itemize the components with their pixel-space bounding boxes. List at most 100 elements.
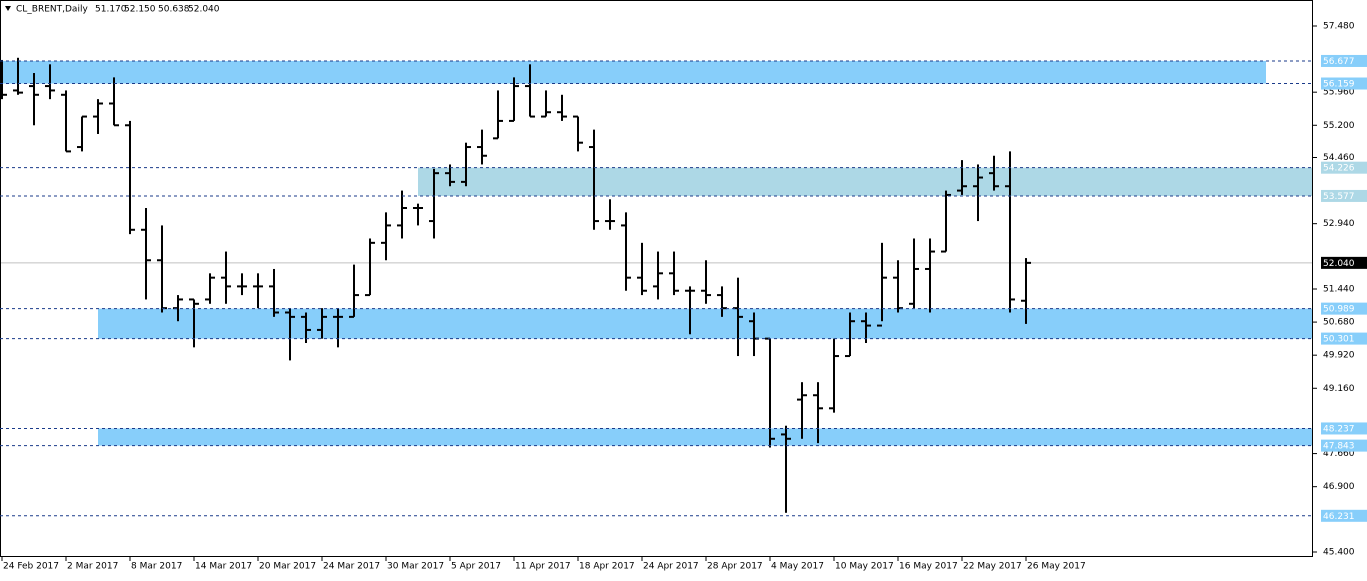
- y-tick-label: 55.960: [1323, 88, 1355, 98]
- level-label: 47.843: [1323, 442, 1355, 452]
- level-label: 56.677: [1323, 57, 1355, 67]
- x-tick-label: 20 Mar 2017: [259, 562, 316, 572]
- ohlc-bar: [77, 115, 87, 152]
- ohlc-bar: [1021, 258, 1031, 324]
- level-label-bg: [1321, 54, 1367, 67]
- ohlc-bar: [397, 190, 407, 239]
- ohlc-bar: [285, 308, 295, 361]
- plot-frame: [0, 0, 1313, 557]
- x-tick-label: 18 Apr 2017: [579, 562, 635, 572]
- ohlc-bar: [605, 199, 615, 230]
- ohlc-bar: [781, 425, 791, 513]
- header-high: 52.150: [124, 5, 156, 15]
- ohlc-bar: [1005, 151, 1015, 313]
- x-tick-label: 2 Mar 2017: [67, 562, 118, 572]
- ohlc-bar: [701, 260, 711, 304]
- ohlc-bar: [205, 273, 215, 304]
- ohlc-bar: [797, 382, 807, 439]
- level-label: 53.577: [1323, 192, 1355, 202]
- ohlc-bar: [461, 142, 471, 187]
- ohlc-bar: [477, 129, 487, 165]
- level-label-bg: [1321, 439, 1367, 452]
- x-tick-label: 24 Apr 2017: [643, 562, 699, 572]
- x-tick-label: 16 May 2017: [899, 562, 958, 572]
- x-tick-label: 14 Mar 2017: [195, 562, 252, 572]
- x-tick-label: 22 May 2017: [963, 562, 1022, 572]
- header-close: 52.040: [188, 5, 220, 15]
- x-tick-label: 26 May 2017: [1027, 562, 1086, 572]
- ohlc-bar: [909, 238, 919, 309]
- level-label-bg: [1321, 509, 1367, 522]
- ohlc-bar: [973, 164, 983, 222]
- ohlc-bar: [109, 77, 119, 127]
- ohlc-bar: [269, 268, 279, 317]
- x-tick-label: 30 Mar 2017: [387, 562, 444, 572]
- ohlc-bar: [813, 382, 823, 444]
- ohlc-bar: [925, 238, 935, 313]
- level-label: 46.231: [1323, 512, 1355, 522]
- x-tick-label: 4 May 2017: [771, 562, 824, 572]
- ohlc-bar: [957, 160, 967, 195]
- level-label-bg: [1321, 332, 1367, 345]
- ohlc-bar: [941, 190, 951, 253]
- current-price-label: 52.040: [1323, 259, 1355, 269]
- ohlc-bar: [541, 90, 551, 118]
- ohlc-bar: [189, 298, 199, 348]
- level-label: 54.226: [1323, 164, 1355, 174]
- ohlc-bar: [589, 129, 599, 230]
- level-label: 48.237: [1323, 424, 1355, 434]
- ohlc-bar: [365, 238, 375, 297]
- ohlc-bar: [45, 64, 55, 100]
- ohlc-bar: [509, 77, 519, 122]
- ohlc-bar: [429, 168, 439, 239]
- ohlc-bar: [301, 312, 311, 343]
- zone: [418, 167, 1313, 196]
- plot: [0, 57, 1313, 513]
- y-tick-label: 52.940: [1323, 219, 1355, 229]
- menu-arrow[interactable]: [5, 6, 11, 11]
- ohlc-bar: [621, 212, 631, 291]
- level-label: 50.989: [1323, 305, 1355, 315]
- x-tick-label: 8 Mar 2017: [131, 562, 182, 572]
- ohlc-bar: [573, 115, 583, 152]
- ohlc-bar: [829, 338, 839, 413]
- y-tick-label: 55.200: [1323, 121, 1355, 131]
- ohlc-bar: [845, 312, 855, 358]
- current-price-label-bg: [1321, 256, 1367, 269]
- y-tick-label: 49.920: [1323, 351, 1355, 361]
- level-label-bg: [1321, 302, 1367, 315]
- ohlc-bar: [413, 203, 423, 226]
- zone: [98, 428, 1313, 446]
- ohlc-bar: [125, 120, 135, 235]
- level-label-bg: [1321, 189, 1367, 202]
- ohlc-bar: [637, 242, 647, 296]
- y-tick-label: 51.440: [1323, 284, 1355, 294]
- ohlc-bar: [557, 94, 567, 121]
- y-tick-label: 46.900: [1323, 482, 1355, 492]
- y-tick-label: 47.660: [1323, 449, 1355, 459]
- zone: [0, 60, 1266, 84]
- y-tick-label: 45.400: [1323, 547, 1355, 557]
- y-tick-label: 50.680: [1323, 318, 1355, 328]
- ohlc-bar: [493, 90, 503, 140]
- ohlc-bar: [0, 59, 7, 100]
- level-label-bg: [1321, 161, 1367, 174]
- y-tick-label: 54.460: [1323, 153, 1355, 163]
- y-tick-label: 49.160: [1323, 384, 1355, 394]
- x-tick-label: 24 Mar 2017: [323, 562, 380, 572]
- ohlc-bar: [253, 273, 263, 309]
- ohlc-bar: [669, 251, 679, 296]
- ohlc-bar: [685, 286, 695, 335]
- ohlc-bar: [29, 73, 39, 126]
- x-tick-label: 5 Apr 2017: [451, 562, 501, 572]
- zone: [98, 308, 1313, 339]
- x-tick-label: 11 Apr 2017: [515, 562, 571, 572]
- ohlc-bar: [93, 99, 103, 134]
- ohlc-bar: [237, 273, 247, 296]
- ohlc-bar: [653, 251, 663, 300]
- level-label: 56.159: [1323, 80, 1355, 90]
- chart-title: CL_BRENT,Daily: [16, 5, 88, 15]
- level-label-bg: [1321, 77, 1367, 90]
